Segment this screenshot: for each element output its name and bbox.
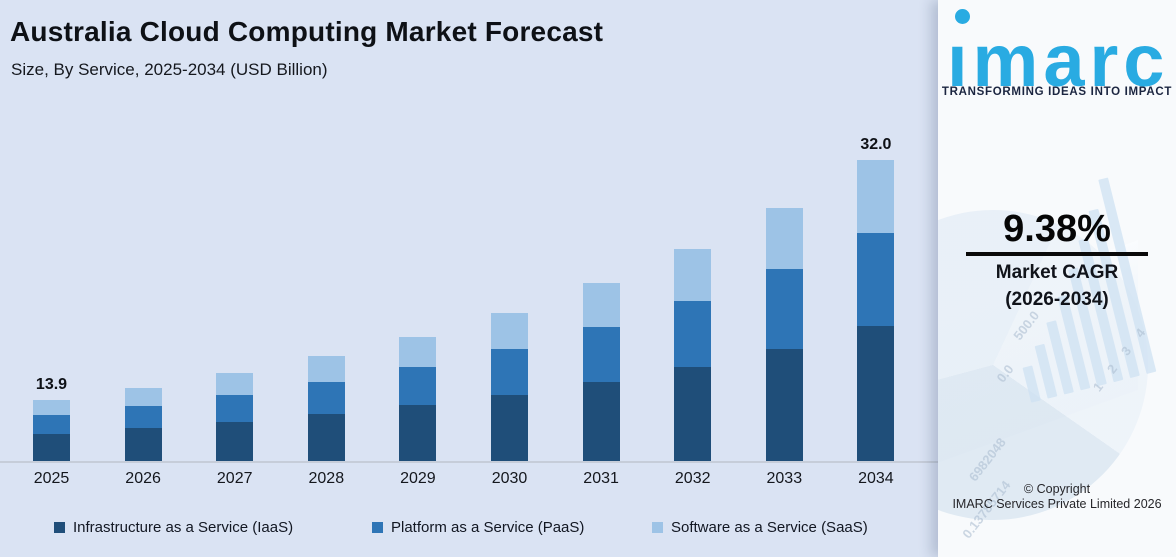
legend-item-iaas: Infrastructure as a Service (IaaS): [54, 519, 293, 536]
legend: Infrastructure as a Service (IaaS) Platfo…: [0, 519, 938, 541]
bar-segment-iaas-2031: [582, 382, 620, 461]
bar-segment-iaas-2033: [765, 349, 803, 461]
bar-2031: [582, 283, 620, 461]
bar-segment-iaas-2032: [674, 367, 712, 461]
copyright-line1: © Copyright: [1023, 482, 1091, 496]
x-axis-label-2030: 2030: [491, 470, 528, 487]
bar-segment-saas-2031: [582, 283, 620, 327]
bar-2028: [307, 356, 345, 461]
bar-segment-paas-2026: [124, 406, 162, 428]
imarc-logo-text: ımarc: [947, 19, 1170, 102]
brand-panel: 500.0 0.0 1 2 3 4 6982048 0.13785714 ımarc T…: [938, 0, 1176, 557]
bar-2026: [124, 388, 162, 461]
bar-segment-paas-2033: [765, 269, 803, 349]
cagr-value: 9.38%: [1003, 208, 1111, 250]
plot-area: 2025 13.9 2026 2027 2028 2029 2030 2031 2032 2033…: [0, 136, 938, 487]
bar-2029: [399, 337, 437, 461]
x-axis-label-2032: 2032: [674, 470, 711, 487]
bar-2032: [674, 249, 712, 461]
copyright: © Copyright IMARC Services Private Limit…: [938, 482, 1176, 512]
chart-panel: Australia Cloud Computing Market Forecas…: [0, 16, 938, 541]
bar-segment-iaas-2026: [124, 428, 162, 461]
x-axis-label-2029: 2029: [400, 470, 436, 487]
bar-segment-iaas-2025: [33, 434, 70, 461]
x-axis-label-2027: 2027: [216, 470, 253, 487]
legend-label-iaas: Infrastructure as a Service (IaaS): [73, 519, 294, 536]
bar-segment-iaas-2028: [307, 414, 345, 461]
bar-segment-paas-2030: [491, 349, 528, 395]
bar-segment-saas-2033: [765, 208, 803, 269]
cagr-label-line1: Market CAGR: [995, 262, 1119, 283]
imarc-logo: ımarc TRANSFORMING IDEAS INTO IMPACT: [938, 0, 1176, 112]
bar-segment-paas-2034: [857, 233, 895, 326]
legend-label-paas: Platform as a Service (PaaS): [391, 519, 585, 536]
bar-2034: [857, 160, 895, 461]
x-axis-label-2025: 2025: [33, 470, 70, 487]
bar-segment-saas-2029: [399, 337, 437, 367]
bar-segment-iaas-2029: [399, 405, 437, 461]
x-axis-label-2031: 2031: [583, 470, 619, 487]
x-axis-label-2034: 2034: [858, 470, 894, 487]
bar-segment-saas-2030: [491, 313, 528, 349]
bar-segment-paas-2032: [674, 301, 712, 367]
bar-segment-paas-2031: [582, 327, 620, 382]
imarc-logo-dot-icon: [955, 9, 970, 24]
data-label-2034: 32.0: [860, 136, 892, 153]
legend-item-paas: Platform as a Service (PaaS): [372, 519, 584, 536]
legend-swatch-paas: [372, 522, 383, 533]
legend-swatch-iaas: [54, 522, 65, 533]
bar-2027: [216, 373, 254, 461]
bar-segment-iaas-2034: [857, 326, 895, 461]
bar-segment-saas-2034: [857, 160, 895, 233]
legend-item-saas: Software as a Service (SaaS): [652, 519, 868, 536]
bar-segment-saas-2032: [674, 249, 712, 301]
bar-segment-paas-2029: [399, 367, 437, 405]
page-subtitle: Size, By Service, 2025-2034 (USD Billion…: [11, 60, 328, 79]
cagr-divider: [966, 252, 1148, 256]
x-axis-label-2026: 2026: [125, 470, 161, 487]
x-axis-label-2028: 2028: [308, 470, 345, 487]
bar-segment-saas-2025: [33, 400, 70, 415]
copyright-line2: IMARC Services Private Limited 2026: [952, 497, 1162, 511]
bar-segment-paas-2028: [307, 382, 345, 414]
imarc-logo-tagline: TRANSFORMING IDEAS INTO IMPACT: [941, 86, 1173, 98]
x-axis-line: [0, 461, 938, 463]
bar-segment-saas-2027: [216, 373, 254, 395]
page-title: Australia Cloud Computing Market Forecas…: [10, 16, 604, 47]
bar-2033: [765, 208, 803, 461]
bar-segment-paas-2027: [216, 395, 254, 422]
legend-swatch-saas: [652, 522, 663, 533]
bar-2025: [33, 400, 70, 461]
bar-2030: [491, 313, 528, 461]
data-label-2025: 13.9: [35, 376, 68, 393]
bar-segment-saas-2026: [124, 388, 162, 406]
bar-segment-iaas-2030: [491, 395, 528, 461]
cagr-label-line2: (2026-2034): [1005, 289, 1109, 310]
bar-segment-paas-2025: [33, 415, 70, 434]
bar-segment-saas-2028: [307, 356, 345, 382]
bar-segment-iaas-2027: [216, 422, 254, 461]
legend-label-saas: Software as a Service (SaaS): [671, 519, 868, 536]
x-axis-label-2033: 2033: [766, 470, 803, 487]
